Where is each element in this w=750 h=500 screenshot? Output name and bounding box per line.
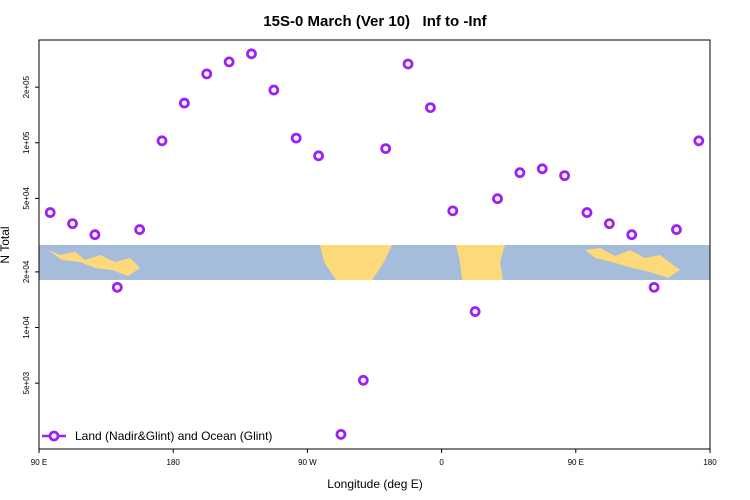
land-indonesia: [48, 250, 140, 276]
point: [223, 56, 235, 68]
y-tick-label: 1e+05: [22, 131, 31, 154]
x-tick-label: 90 W: [298, 458, 317, 467]
point: [44, 207, 56, 218]
y-tick-label: 2e+04: [22, 260, 31, 283]
point: [402, 58, 414, 70]
y-tick-label: 5e+03: [22, 371, 31, 394]
point: [246, 48, 257, 60]
point: [290, 132, 302, 144]
point: [469, 306, 481, 317]
point: [559, 170, 571, 182]
y-tick-label: 1e+04: [22, 316, 31, 339]
point: [536, 163, 548, 175]
point: [111, 281, 123, 293]
point: [693, 135, 705, 147]
y-axis-label: N Total: [0, 226, 12, 263]
map-band: [39, 245, 710, 280]
y-tick-label: 5e+04: [22, 187, 31, 210]
land-south-america: [320, 245, 392, 280]
chart-title: 15S-0 March (Ver 10) Inf to -Inf: [263, 13, 487, 30]
point: [156, 135, 168, 147]
point: [648, 281, 660, 293]
point: [89, 229, 101, 241]
x-tick-label: 180: [167, 458, 181, 467]
point: [357, 374, 369, 386]
point: [201, 68, 213, 80]
point: [425, 102, 436, 114]
point: [268, 84, 280, 96]
x-tick-label: 180: [703, 458, 717, 467]
point: [313, 150, 324, 162]
legend-label: Land (Nadir&Glint) and Ocean (Glint): [75, 429, 272, 443]
x-tick-label: 90 E: [568, 458, 584, 467]
y-tick-label: 2e+05: [22, 75, 31, 98]
point: [603, 218, 615, 230]
x-tick-label: 0: [439, 458, 444, 467]
point: [380, 143, 392, 154]
point: [67, 218, 78, 230]
point: [514, 167, 526, 179]
point: [178, 97, 190, 109]
point: [671, 224, 682, 235]
point: [447, 205, 459, 217]
land-africa: [456, 245, 505, 280]
point: [492, 193, 503, 205]
point: [626, 229, 638, 241]
point: [134, 224, 146, 235]
x-axis-label: Longitude (deg E): [327, 477, 422, 491]
legend-marker: [48, 430, 60, 442]
point: [581, 207, 593, 218]
land-indonesia-2: [585, 248, 680, 278]
point: [335, 428, 347, 440]
x-tick-label: 90 E: [31, 458, 47, 467]
plot-frame: [38, 39, 711, 450]
